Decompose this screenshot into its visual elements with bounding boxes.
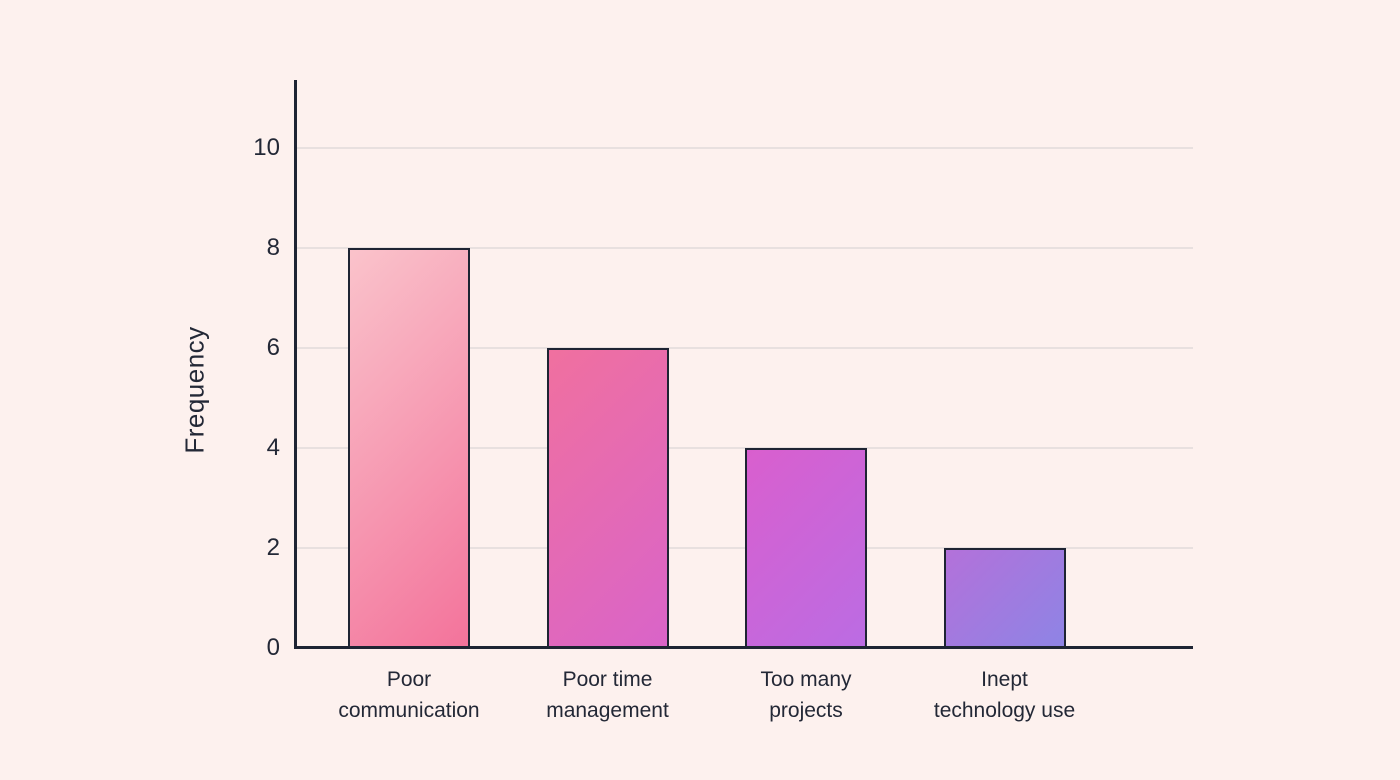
gridline (297, 247, 1193, 249)
y-tick-label: 2 (266, 534, 280, 561)
y-tick-label: 8 (266, 234, 280, 261)
x-tick-label: Inept technology use (933, 668, 1076, 722)
bar (943, 548, 1066, 649)
y-tick-label: 10 (253, 134, 280, 161)
x-tick-label: Too many projects (760, 668, 852, 722)
bar (546, 348, 669, 649)
y-axis-line (294, 80, 297, 648)
gridline (297, 347, 1193, 349)
bar (745, 448, 867, 649)
gridline (297, 147, 1193, 149)
x-tick-label: Poor time management (546, 668, 669, 722)
x-axis-line (294, 646, 1193, 649)
x-tick-label: Poor communication (338, 668, 480, 722)
y-tick-label: 6 (266, 334, 280, 361)
y-tick-label: 0 (266, 634, 280, 661)
y-tick-label: 4 (266, 434, 280, 461)
bar (348, 248, 470, 649)
